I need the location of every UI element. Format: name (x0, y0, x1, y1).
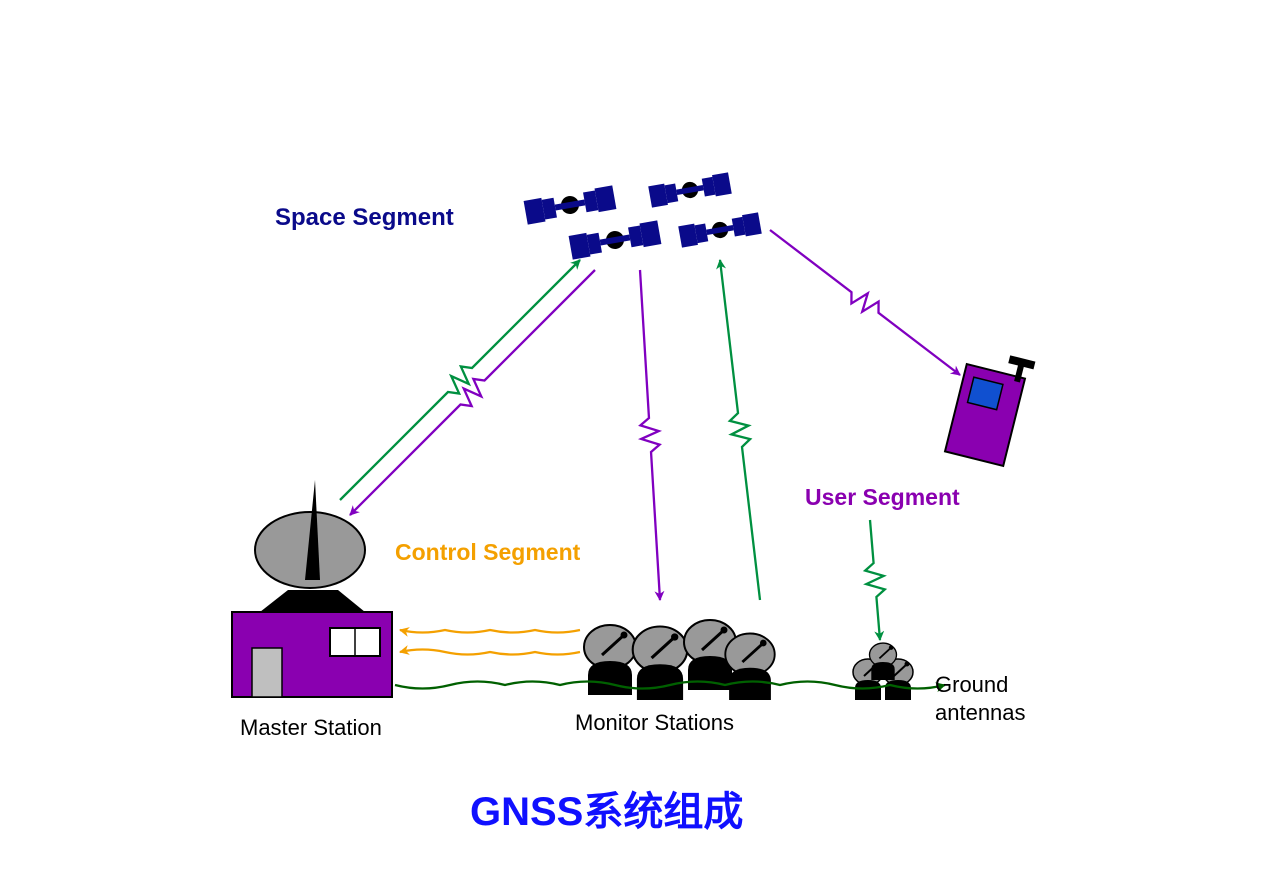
link-monitor-to-master-2 (400, 650, 580, 655)
label-user_segment: User Segment (805, 484, 960, 510)
label-ground_antennas2: antennas (935, 700, 1026, 725)
satellite-icon (569, 220, 662, 259)
link-monitor-to-space (720, 260, 760, 600)
label-space_segment: Space Segment (275, 204, 454, 231)
satellite-icon (678, 212, 762, 247)
link-user-to-ground (865, 520, 885, 640)
link-master-to-space (340, 260, 580, 500)
ground-antenna-icon (870, 643, 897, 680)
link-space-to-monitor (640, 270, 660, 600)
link-space-to-master (350, 270, 595, 515)
label-ground_antennas1: Ground (935, 672, 1008, 697)
label-master_station: Master Station (240, 715, 382, 740)
monitor-station-icon (725, 634, 774, 701)
link-monitor-to-master-1 (400, 630, 580, 633)
master-station-icon (232, 480, 392, 697)
satellite-icon (524, 185, 617, 224)
gnss-diagram: Space Segment Control Segment User Segment… (0, 0, 1263, 893)
label-monitor_stations: Monitor Stations (575, 710, 734, 735)
link-space-to-user (770, 230, 960, 375)
satellite-icon (648, 172, 732, 207)
label-control_segment: Control Segment (395, 539, 581, 565)
user-device-icon (945, 346, 1035, 468)
label-title: GNSS系统组成 (470, 790, 743, 834)
